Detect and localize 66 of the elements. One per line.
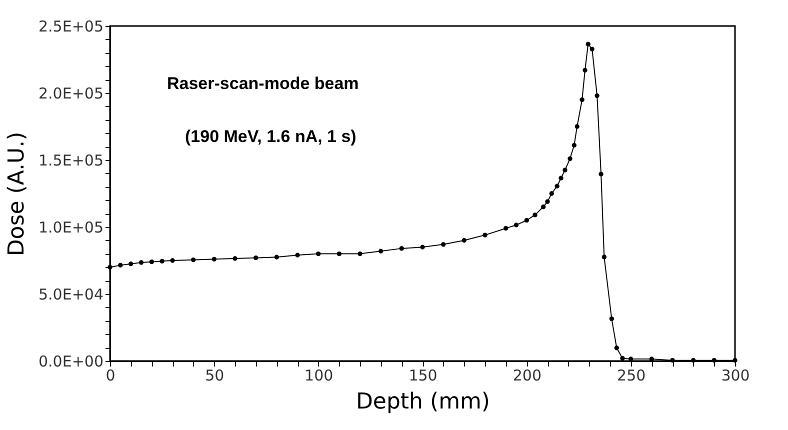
point [118, 262, 123, 268]
point [274, 254, 280, 260]
point [598, 172, 604, 176]
point [590, 46, 594, 52]
point [620, 356, 625, 361]
point [399, 246, 404, 251]
point [170, 258, 175, 263]
point [580, 97, 584, 102]
point [574, 124, 580, 129]
annotation: Raser-scan-mode beam [167, 74, 359, 93]
point [420, 244, 425, 250]
point [149, 260, 154, 264]
point [160, 258, 164, 264]
point [586, 42, 590, 46]
y-tick-label: 1.5E+05 [38, 152, 104, 170]
point [540, 204, 546, 210]
point [732, 358, 738, 363]
y-tick-label: 2.0E+05 [38, 84, 104, 102]
x-axis-title: Depth (mm) [356, 390, 490, 414]
x-tick-label: 200 [512, 366, 542, 384]
point [549, 191, 554, 196]
point [572, 142, 577, 148]
point [212, 256, 217, 262]
point [253, 255, 258, 260]
point [190, 257, 196, 262]
point [594, 93, 600, 98]
point [582, 68, 588, 73]
point [545, 199, 550, 204]
point [316, 251, 321, 256]
y-tick-label: 2.5E+05 [38, 18, 104, 36]
point [514, 222, 519, 228]
x-tick-label: 150 [408, 366, 438, 384]
point [503, 226, 508, 231]
point [712, 358, 717, 363]
y-tick-label: 1.0E+05 [38, 218, 104, 236]
point [482, 232, 488, 238]
point [690, 358, 696, 363]
x-tick-label: 250 [617, 366, 646, 384]
point [128, 262, 134, 266]
point [568, 156, 572, 161]
point [532, 212, 538, 218]
point [378, 248, 384, 254]
point [138, 260, 144, 265]
point [558, 176, 564, 180]
point [108, 264, 112, 270]
point [562, 168, 568, 172]
y-tick-label: 5.0E+04 [38, 286, 104, 304]
point [232, 256, 238, 261]
point [524, 218, 530, 223]
point [609, 316, 614, 322]
x-tick-label: 0 [106, 366, 116, 384]
point [440, 242, 446, 247]
annotation: (190 MeV, 1.6 nA, 1 s) [185, 127, 356, 146]
x-tick-label: 100 [304, 366, 334, 384]
point [295, 252, 300, 258]
point [336, 251, 342, 256]
point [554, 184, 560, 188]
x-tick-label: 50 [205, 366, 224, 384]
point [670, 358, 675, 363]
point [602, 254, 607, 260]
point [462, 238, 467, 243]
point [614, 346, 620, 350]
y-tick-label: 0.0E+00 [38, 352, 104, 370]
x-tick-label: 300 [721, 366, 750, 384]
y-axis-title: Dose (A.U.) [4, 132, 30, 256]
point [358, 251, 362, 256]
